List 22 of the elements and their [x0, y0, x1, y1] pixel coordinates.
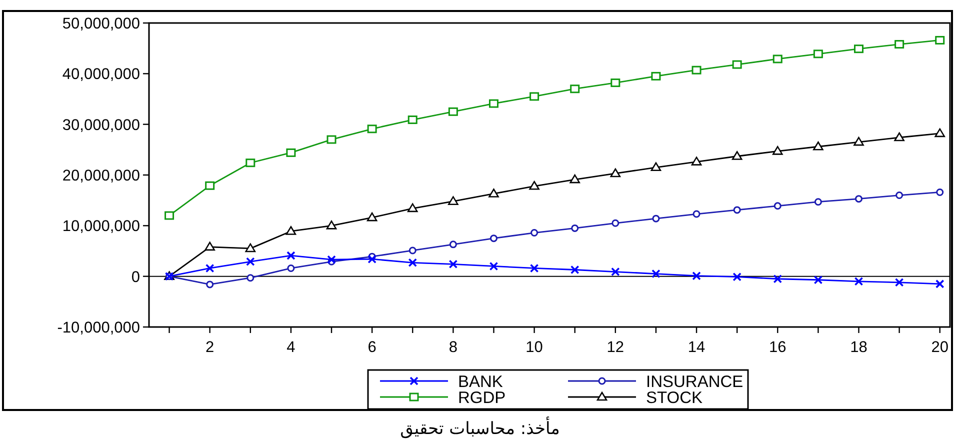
x-tick-label: 20 — [931, 339, 949, 356]
x-tick-label: 16 — [769, 339, 786, 356]
x-tick-label: 4 — [286, 339, 296, 356]
y-tick-label: 50,000,000 — [62, 16, 140, 32]
y-tick-label: 0 — [131, 268, 140, 286]
x-tick-label: 14 — [688, 339, 706, 356]
x-tick-label: 6 — [368, 339, 376, 356]
legend-label: STOCK — [646, 389, 703, 407]
legend-label: BANK — [458, 373, 503, 391]
y-tick-label: -10,000,000 — [57, 320, 140, 336]
y-tick-label: 20,000,000 — [62, 168, 140, 184]
y-tick-label: 10,000,000 — [62, 218, 140, 236]
x-tick-label: 8 — [448, 339, 458, 356]
text: مأخذ: محاسبات تحقیق — [400, 416, 560, 439]
legend-label: INSURANCE — [646, 373, 744, 391]
x-tick-label: 2 — [206, 339, 214, 356]
y-tick-label: 40,000,000 — [62, 66, 140, 84]
y-tick-label: 30,000,000 — [62, 116, 140, 134]
legend-label: RGDP — [458, 389, 506, 407]
x-tick-label: 10 — [526, 339, 544, 356]
x-tick-label: 12 — [606, 339, 624, 356]
x-tick-label: 18 — [850, 339, 868, 356]
